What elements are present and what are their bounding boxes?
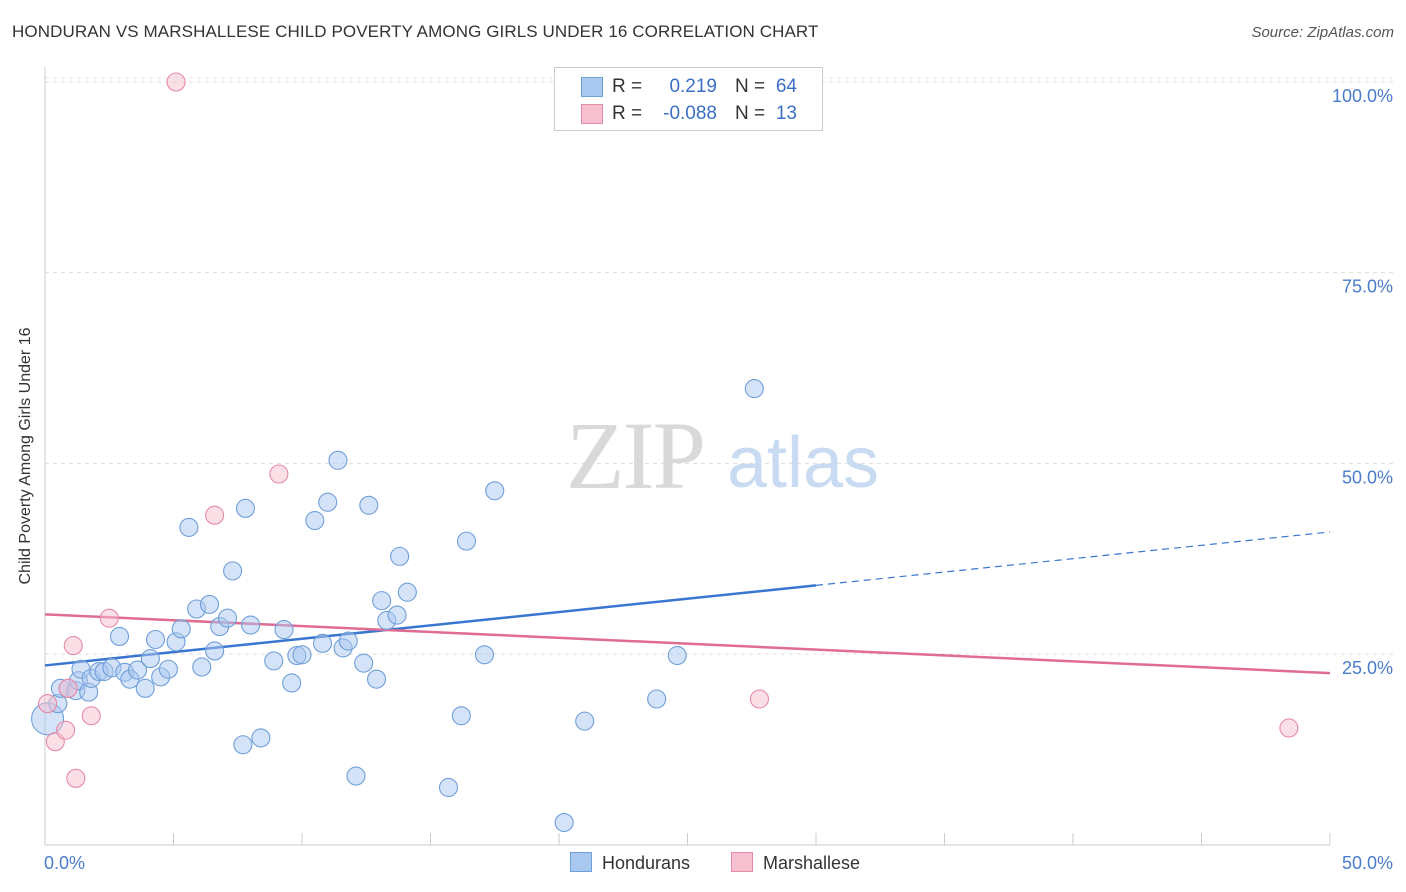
trend-line-marshallese xyxy=(44,613,1331,675)
source-label: Source: ZipAtlas.com xyxy=(1251,24,1394,41)
data-point-marshallese xyxy=(205,505,225,525)
data-point-honduran xyxy=(575,711,595,731)
data-point-honduran xyxy=(179,517,199,537)
legend-r-label: R = xyxy=(612,103,643,124)
data-point-honduran xyxy=(387,605,407,625)
data-point-honduran xyxy=(217,608,238,628)
data-point-honduran xyxy=(205,641,225,661)
data-point-honduran xyxy=(397,582,417,602)
data-point-marshallese xyxy=(166,72,186,92)
data-point-honduran xyxy=(485,481,505,501)
data-point-honduran xyxy=(474,645,495,665)
data-point-honduran xyxy=(438,777,459,798)
y-tick-label: 100.0% xyxy=(1332,86,1393,106)
data-point-marshallese xyxy=(99,608,119,628)
data-point-honduran xyxy=(305,510,325,531)
legend-n-label: N = xyxy=(735,76,766,97)
data-points xyxy=(31,72,1299,833)
data-point-honduran xyxy=(135,678,155,698)
data-point-honduran xyxy=(282,673,302,693)
grid-lines xyxy=(45,77,1393,655)
legend-n-label: N = xyxy=(735,103,766,124)
data-point-honduran xyxy=(199,594,220,614)
trend-line-hondurans xyxy=(44,584,817,667)
data-point-honduran xyxy=(292,645,312,665)
data-point-honduran xyxy=(171,619,191,639)
trend-line-hondurans-extension xyxy=(815,531,1331,586)
data-point-honduran xyxy=(109,626,130,647)
data-point-honduran xyxy=(372,591,392,611)
legend-r-value: 0.219 xyxy=(669,76,717,97)
data-point-honduran xyxy=(456,531,477,551)
legend-row-hondurans: R = 0.219 N = 64 xyxy=(555,74,822,100)
data-point-honduran xyxy=(127,660,148,680)
chart-title: HONDURAN VS MARSHALLESE CHILD POVERTY AM… xyxy=(12,22,819,41)
legend-r-label: R = xyxy=(612,76,643,97)
legend-label-hondurans: Hondurans xyxy=(602,853,691,873)
tick-labels: 25.0% 50.0% 75.0% 100.0% 0.0% 50.0% xyxy=(44,86,1393,873)
data-point-marshallese xyxy=(58,678,78,698)
data-point-honduran xyxy=(346,766,366,786)
data-point-marshallese xyxy=(81,706,101,726)
data-point-marshallese xyxy=(749,689,770,709)
data-point-marshallese xyxy=(66,768,86,788)
legend-label-marshallese: Marshallese xyxy=(763,853,861,873)
data-point-honduran xyxy=(233,735,253,755)
data-point-honduran xyxy=(241,615,261,635)
data-point-honduran xyxy=(313,633,333,653)
legend-swatch-hondurans xyxy=(570,852,592,872)
legend-row-marshallese: R = -0.088 N = 13 xyxy=(555,101,822,127)
y-tick-label: 75.0% xyxy=(1342,277,1393,297)
correlation-legend: R = 0.219 N = 64 R = -0.088 N = 13 xyxy=(554,67,823,131)
watermark-zip: ZIP xyxy=(566,402,704,509)
watermark-atlas: atlas xyxy=(727,423,879,503)
legend-r-value: -0.088 xyxy=(663,103,717,124)
legend-swatch-hondurans xyxy=(581,77,603,97)
legend-swatch-marshallese xyxy=(731,852,753,872)
data-point-honduran xyxy=(158,659,178,679)
data-point-honduran xyxy=(667,645,687,666)
legend-n-value: 13 xyxy=(775,103,797,124)
legend-swatch-marshallese xyxy=(581,104,603,124)
data-point-marshallese xyxy=(38,694,58,714)
data-point-honduran xyxy=(274,620,294,640)
data-point-honduran xyxy=(192,657,212,677)
data-point-honduran xyxy=(251,728,271,748)
legend-item-hondurans[interactable]: Hondurans xyxy=(570,852,690,874)
data-point-honduran xyxy=(359,495,379,515)
legend-n-value: 64 xyxy=(775,76,797,97)
data-point-honduran xyxy=(223,561,243,581)
x-tick-label: 0.0% xyxy=(44,853,85,873)
data-point-marshallese xyxy=(56,720,76,740)
trend-lines xyxy=(44,531,1331,675)
data-point-honduran xyxy=(451,706,471,726)
data-point-marshallese xyxy=(1279,718,1299,738)
data-point-honduran xyxy=(647,689,667,709)
data-point-honduran xyxy=(554,812,574,833)
data-point-marshallese xyxy=(63,636,83,656)
x-tick-label: 50.0% xyxy=(1342,853,1393,873)
data-point-honduran xyxy=(145,629,166,650)
data-point-honduran xyxy=(390,546,410,566)
data-point-honduran xyxy=(366,669,387,689)
data-point-honduran xyxy=(354,653,374,673)
data-point-honduran xyxy=(264,651,284,671)
data-point-honduran xyxy=(338,631,358,651)
data-point-marshallese xyxy=(269,464,289,484)
data-point-honduran xyxy=(235,498,256,518)
y-tick-label: 25.0% xyxy=(1342,658,1393,678)
data-point-honduran xyxy=(318,492,338,512)
y-tick-label: 50.0% xyxy=(1342,467,1393,487)
data-point-honduran xyxy=(140,649,160,669)
data-point-honduran xyxy=(328,450,348,470)
data-point-honduran xyxy=(744,379,764,399)
legend-item-marshallese[interactable]: Marshallese xyxy=(731,852,860,874)
